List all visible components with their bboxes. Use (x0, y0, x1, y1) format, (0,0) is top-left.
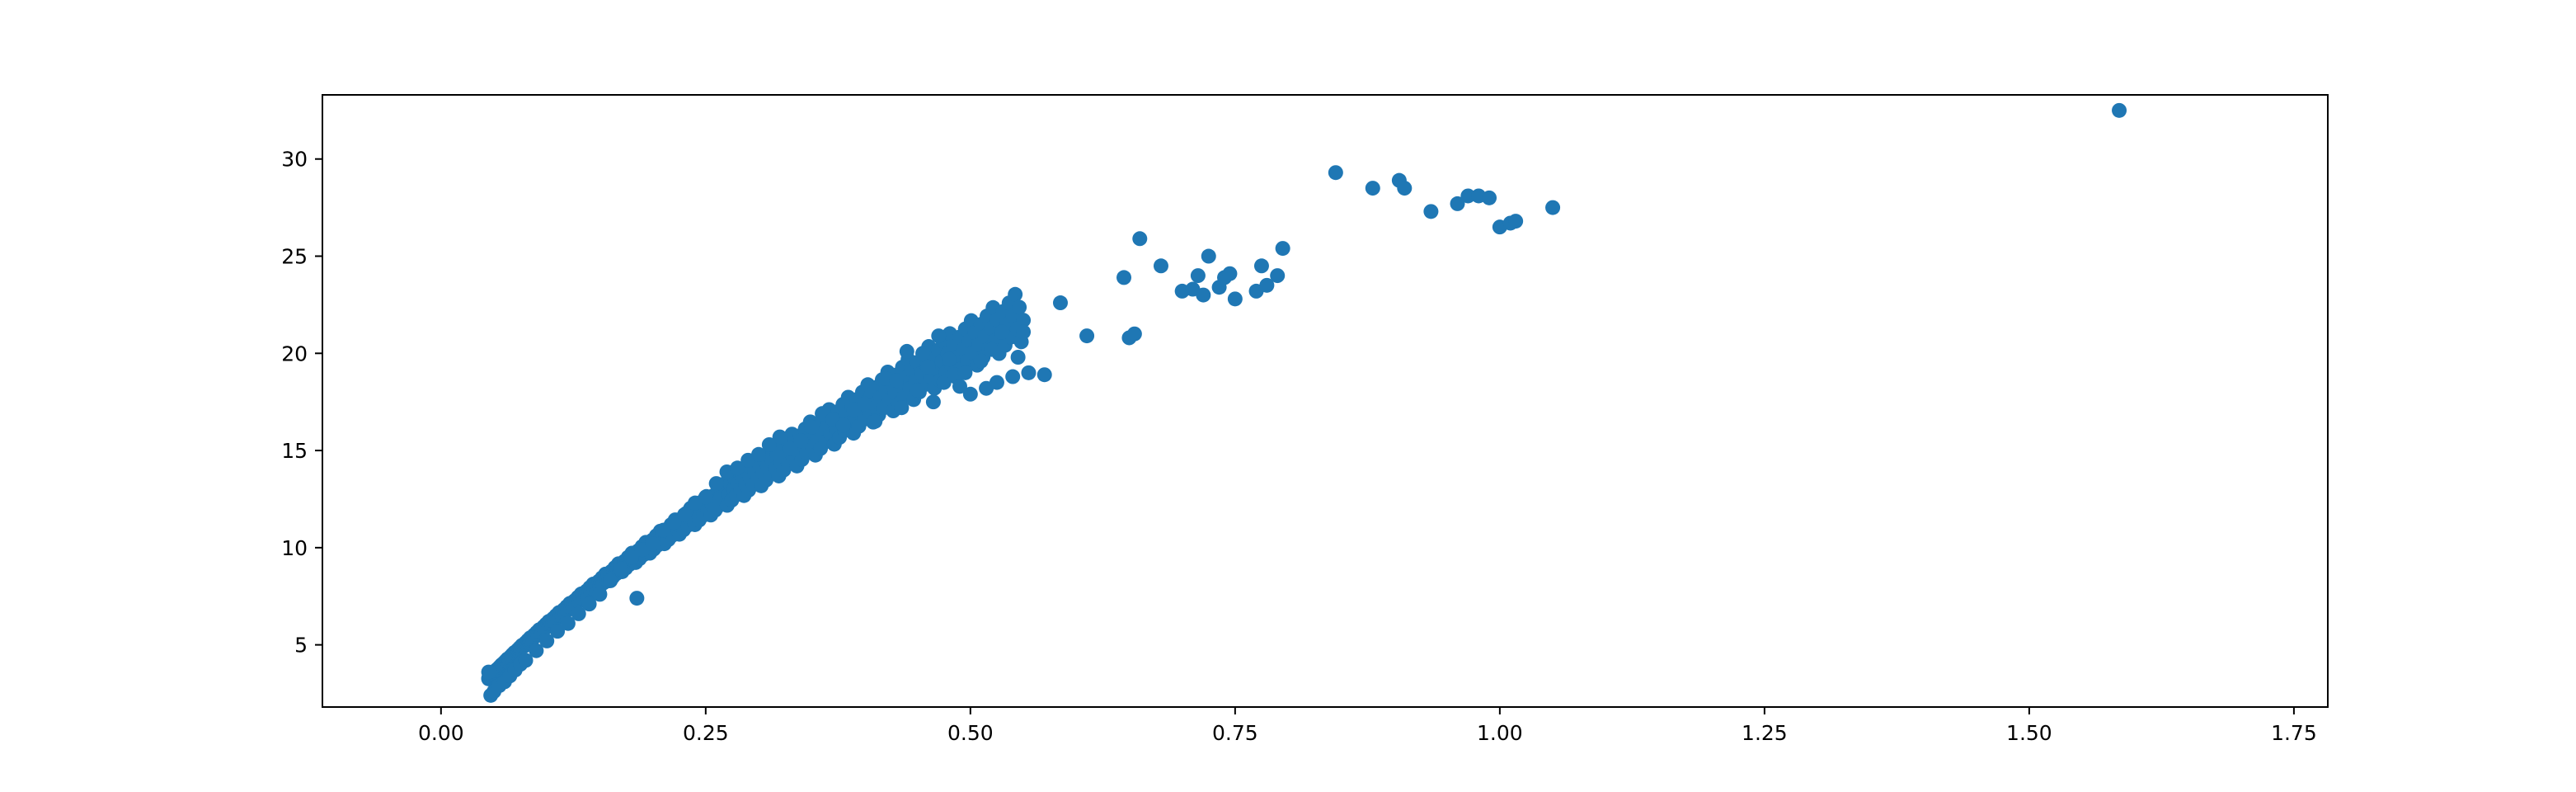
data-point (931, 328, 947, 344)
x-tick-label: 0.25 (683, 721, 729, 745)
data-point (481, 664, 496, 680)
data-point (910, 383, 925, 398)
data-point (761, 437, 777, 452)
y-tick-label: 5 (294, 634, 308, 658)
data-point (962, 386, 978, 402)
data-point (698, 489, 713, 505)
x-tick-label: 0.50 (947, 721, 994, 745)
y-tick-label: 10 (281, 536, 308, 560)
data-point (708, 476, 724, 492)
data-point (1126, 326, 1142, 342)
data-point (1021, 365, 1037, 380)
data-point (1397, 181, 1413, 196)
data-point (571, 606, 586, 621)
data-point (1196, 287, 1211, 303)
data-point (518, 653, 534, 668)
data-point (1227, 291, 1243, 307)
data-point (1052, 295, 1068, 311)
data-point (1153, 258, 1168, 274)
y-tick-label: 20 (281, 342, 308, 365)
data-point (952, 379, 968, 394)
data-point (1222, 266, 1238, 281)
data-point (1037, 367, 1052, 383)
data-point (1012, 299, 1027, 315)
data-point (751, 446, 767, 462)
data-point (656, 522, 671, 538)
data-points (481, 102, 2127, 703)
data-point (666, 515, 682, 530)
x-axis: 0.00 0.25 0.50 0.75 1.00 1.25 1.50 1.75 (418, 707, 2317, 745)
data-point (1190, 268, 1206, 284)
data-point (793, 433, 809, 449)
x-tick-label: 0.75 (1212, 721, 1258, 745)
x-tick-label: 1.50 (2006, 721, 2052, 745)
data-point (899, 343, 914, 359)
data-point (867, 413, 883, 429)
data-point (1270, 268, 1286, 284)
data-point (645, 536, 660, 552)
y-axis: 5 10 15 20 25 30 (281, 148, 322, 658)
x-tick-label: 1.75 (2271, 721, 2317, 745)
data-point (915, 346, 931, 361)
data-point (994, 324, 1010, 340)
data-point (888, 373, 904, 389)
data-point (1545, 200, 1561, 215)
data-point (560, 615, 576, 631)
data-point (1008, 286, 1023, 302)
data-point (973, 353, 989, 369)
data-point (1116, 270, 1132, 285)
data-point (804, 419, 820, 435)
data-point (1328, 165, 1343, 181)
data-point (1460, 188, 1476, 204)
data-point (1423, 204, 1439, 219)
data-point (1005, 369, 1021, 384)
data-point (920, 359, 936, 375)
data-point (1016, 324, 1032, 340)
data-point (1275, 241, 1290, 257)
data-point (1365, 181, 1380, 196)
x-tick-label: 1.25 (1742, 721, 1788, 745)
data-point (1508, 214, 1524, 229)
data-point (613, 561, 629, 577)
y-tick-label: 30 (281, 148, 308, 172)
data-point (539, 633, 555, 648)
data-point (1450, 196, 1465, 211)
data-point (623, 549, 639, 565)
data-point (1259, 277, 1275, 293)
data-point (925, 394, 941, 410)
data-point (835, 417, 851, 433)
data-point (1010, 350, 1026, 365)
data-point (942, 351, 957, 367)
data-point (772, 429, 787, 445)
data-point (629, 591, 645, 606)
data-point (730, 460, 745, 476)
data-point (857, 396, 872, 412)
y-tick-label: 25 (281, 245, 308, 269)
x-tick-label: 0.00 (418, 721, 464, 745)
data-point (529, 643, 544, 658)
x-tick-label: 1.00 (1477, 721, 1523, 745)
data-point (1079, 328, 1095, 344)
data-point (936, 375, 952, 390)
data-point (783, 441, 798, 456)
y-tick-label: 15 (281, 439, 308, 463)
data-point (1132, 231, 1148, 247)
data-point (1253, 258, 1269, 274)
data-point (984, 342, 999, 357)
data-point (677, 507, 693, 522)
data-point (603, 573, 618, 588)
data-point (957, 365, 973, 380)
data-point (581, 596, 597, 612)
data-point (2112, 102, 2127, 118)
plot-frame (322, 94, 2329, 708)
data-point (989, 375, 1004, 390)
data-point (1016, 313, 1032, 328)
data-point (592, 587, 608, 602)
data-point (550, 624, 566, 639)
data-point (1482, 190, 1497, 205)
data-point (894, 400, 910, 416)
data-point (1201, 248, 1216, 264)
